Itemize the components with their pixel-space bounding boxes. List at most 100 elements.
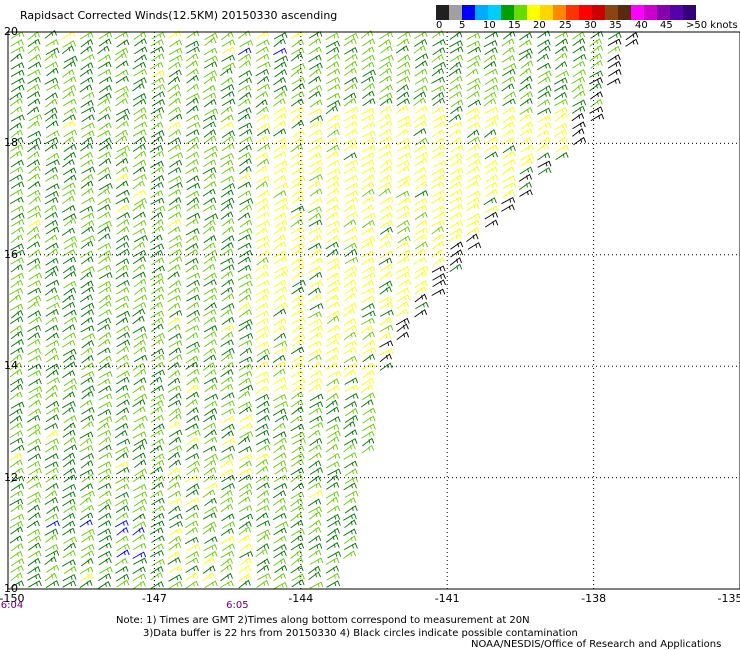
wind-barb: [432, 120, 446, 129]
wind-barb: [343, 513, 357, 521]
wind-barb: [97, 378, 111, 387]
wind-barb: [79, 151, 94, 160]
wind-barb: [449, 75, 463, 84]
wind-barb: [115, 91, 129, 100]
wind-barb: [449, 61, 462, 71]
wind-barb: [379, 280, 393, 289]
wind-barb: [185, 40, 200, 48]
wind-barb: [255, 288, 270, 296]
wind-barb: [255, 99, 268, 108]
wind-barb: [63, 542, 77, 551]
longitude-label: -150: [0, 592, 25, 605]
wind-barb: [168, 188, 182, 197]
wind-barb: [414, 190, 429, 198]
wind-barb: [414, 85, 428, 93]
wind-barb: [327, 519, 341, 528]
wind-barb: [255, 302, 269, 311]
wind-barb: [362, 98, 376, 107]
wind-barb: [307, 242, 322, 251]
wind-barb: [169, 413, 182, 423]
wind-barb: [326, 168, 341, 176]
wind-barb: [325, 105, 339, 115]
wind-barb: [168, 421, 181, 430]
wind-barb: [343, 137, 357, 146]
wind-barb: [291, 189, 304, 198]
wind-barb: [220, 383, 234, 392]
wind-barb: [27, 130, 42, 138]
wind-barb: [466, 180, 479, 189]
wind-barb: [378, 39, 392, 48]
wind-barb: [221, 46, 236, 55]
wind-barb: [327, 301, 341, 310]
wind-barb: [274, 302, 288, 310]
wind-barb: [186, 272, 201, 280]
wind-barb: [98, 157, 112, 167]
wind-barb: [292, 129, 305, 138]
wind-barb: [44, 490, 58, 499]
wind-barb: [45, 474, 59, 483]
wind-barb: [185, 355, 199, 364]
wind-barb: [133, 491, 148, 499]
wind-barb: [221, 166, 235, 175]
wind-barb: [167, 490, 182, 499]
wind-barb: [27, 38, 41, 47]
wind-barb: [221, 62, 236, 70]
wind-barb: [238, 302, 252, 311]
wind-barb: [28, 512, 41, 521]
wind-barb: [466, 219, 481, 228]
wind-barb: [150, 121, 164, 131]
wind-barb: [255, 180, 269, 190]
wind-barb: [273, 384, 288, 392]
wind-barb: [274, 197, 289, 206]
wind-barb: [132, 325, 147, 334]
wind-barb: [483, 197, 497, 206]
wind-barb: [10, 475, 25, 483]
wind-barb: [344, 67, 357, 77]
wind-barb: [571, 112, 585, 122]
wind-barb: [361, 204, 374, 213]
wind-barb: [204, 429, 217, 438]
wind-barb: [309, 437, 323, 446]
wind-barb: [27, 189, 41, 198]
wind-barb: [27, 295, 42, 303]
wind-barb: [396, 138, 411, 146]
latitude-label: 16: [4, 247, 18, 261]
wind-barb: [220, 286, 234, 296]
wind-barb: [414, 105, 429, 114]
wind-barb: [308, 152, 322, 161]
wind-barb: [150, 406, 163, 415]
scale-swatch: [553, 5, 566, 20]
wind-barb: [396, 219, 410, 228]
wind-barb: [397, 152, 412, 160]
wind-barb: [255, 452, 270, 461]
wind-barb: [10, 338, 24, 347]
wind-barb: [133, 121, 148, 129]
wind-barb: [9, 150, 23, 159]
wind-barb: [98, 331, 112, 341]
wind-barb: [186, 121, 201, 129]
wind-barb: [274, 271, 288, 280]
wind-barb: [431, 137, 446, 145]
wind-barb: [97, 581, 111, 590]
wind-barb: [99, 300, 112, 310]
scale-label: 20: [533, 20, 546, 31]
wind-barb: [502, 63, 517, 71]
wind-barb: [467, 174, 482, 182]
wind-barb: [256, 360, 269, 370]
wind-barb: [274, 204, 289, 212]
wind-barb: [519, 98, 533, 107]
wind-barb: [344, 83, 358, 92]
wind-barb: [465, 68, 479, 78]
wind-barb: [9, 430, 24, 438]
wind-barb: [98, 105, 112, 115]
wind-barb: [553, 106, 568, 115]
wind-barb: [397, 31, 411, 40]
wind-barb: [308, 318, 323, 326]
wind-barb: [290, 565, 304, 574]
wind-barb: [150, 301, 163, 310]
wind-barb: [273, 544, 287, 552]
wind-barb: [395, 45, 409, 54]
wind-barb: [378, 92, 393, 100]
wind-barb: [220, 270, 234, 280]
wind-barb: [221, 536, 235, 544]
